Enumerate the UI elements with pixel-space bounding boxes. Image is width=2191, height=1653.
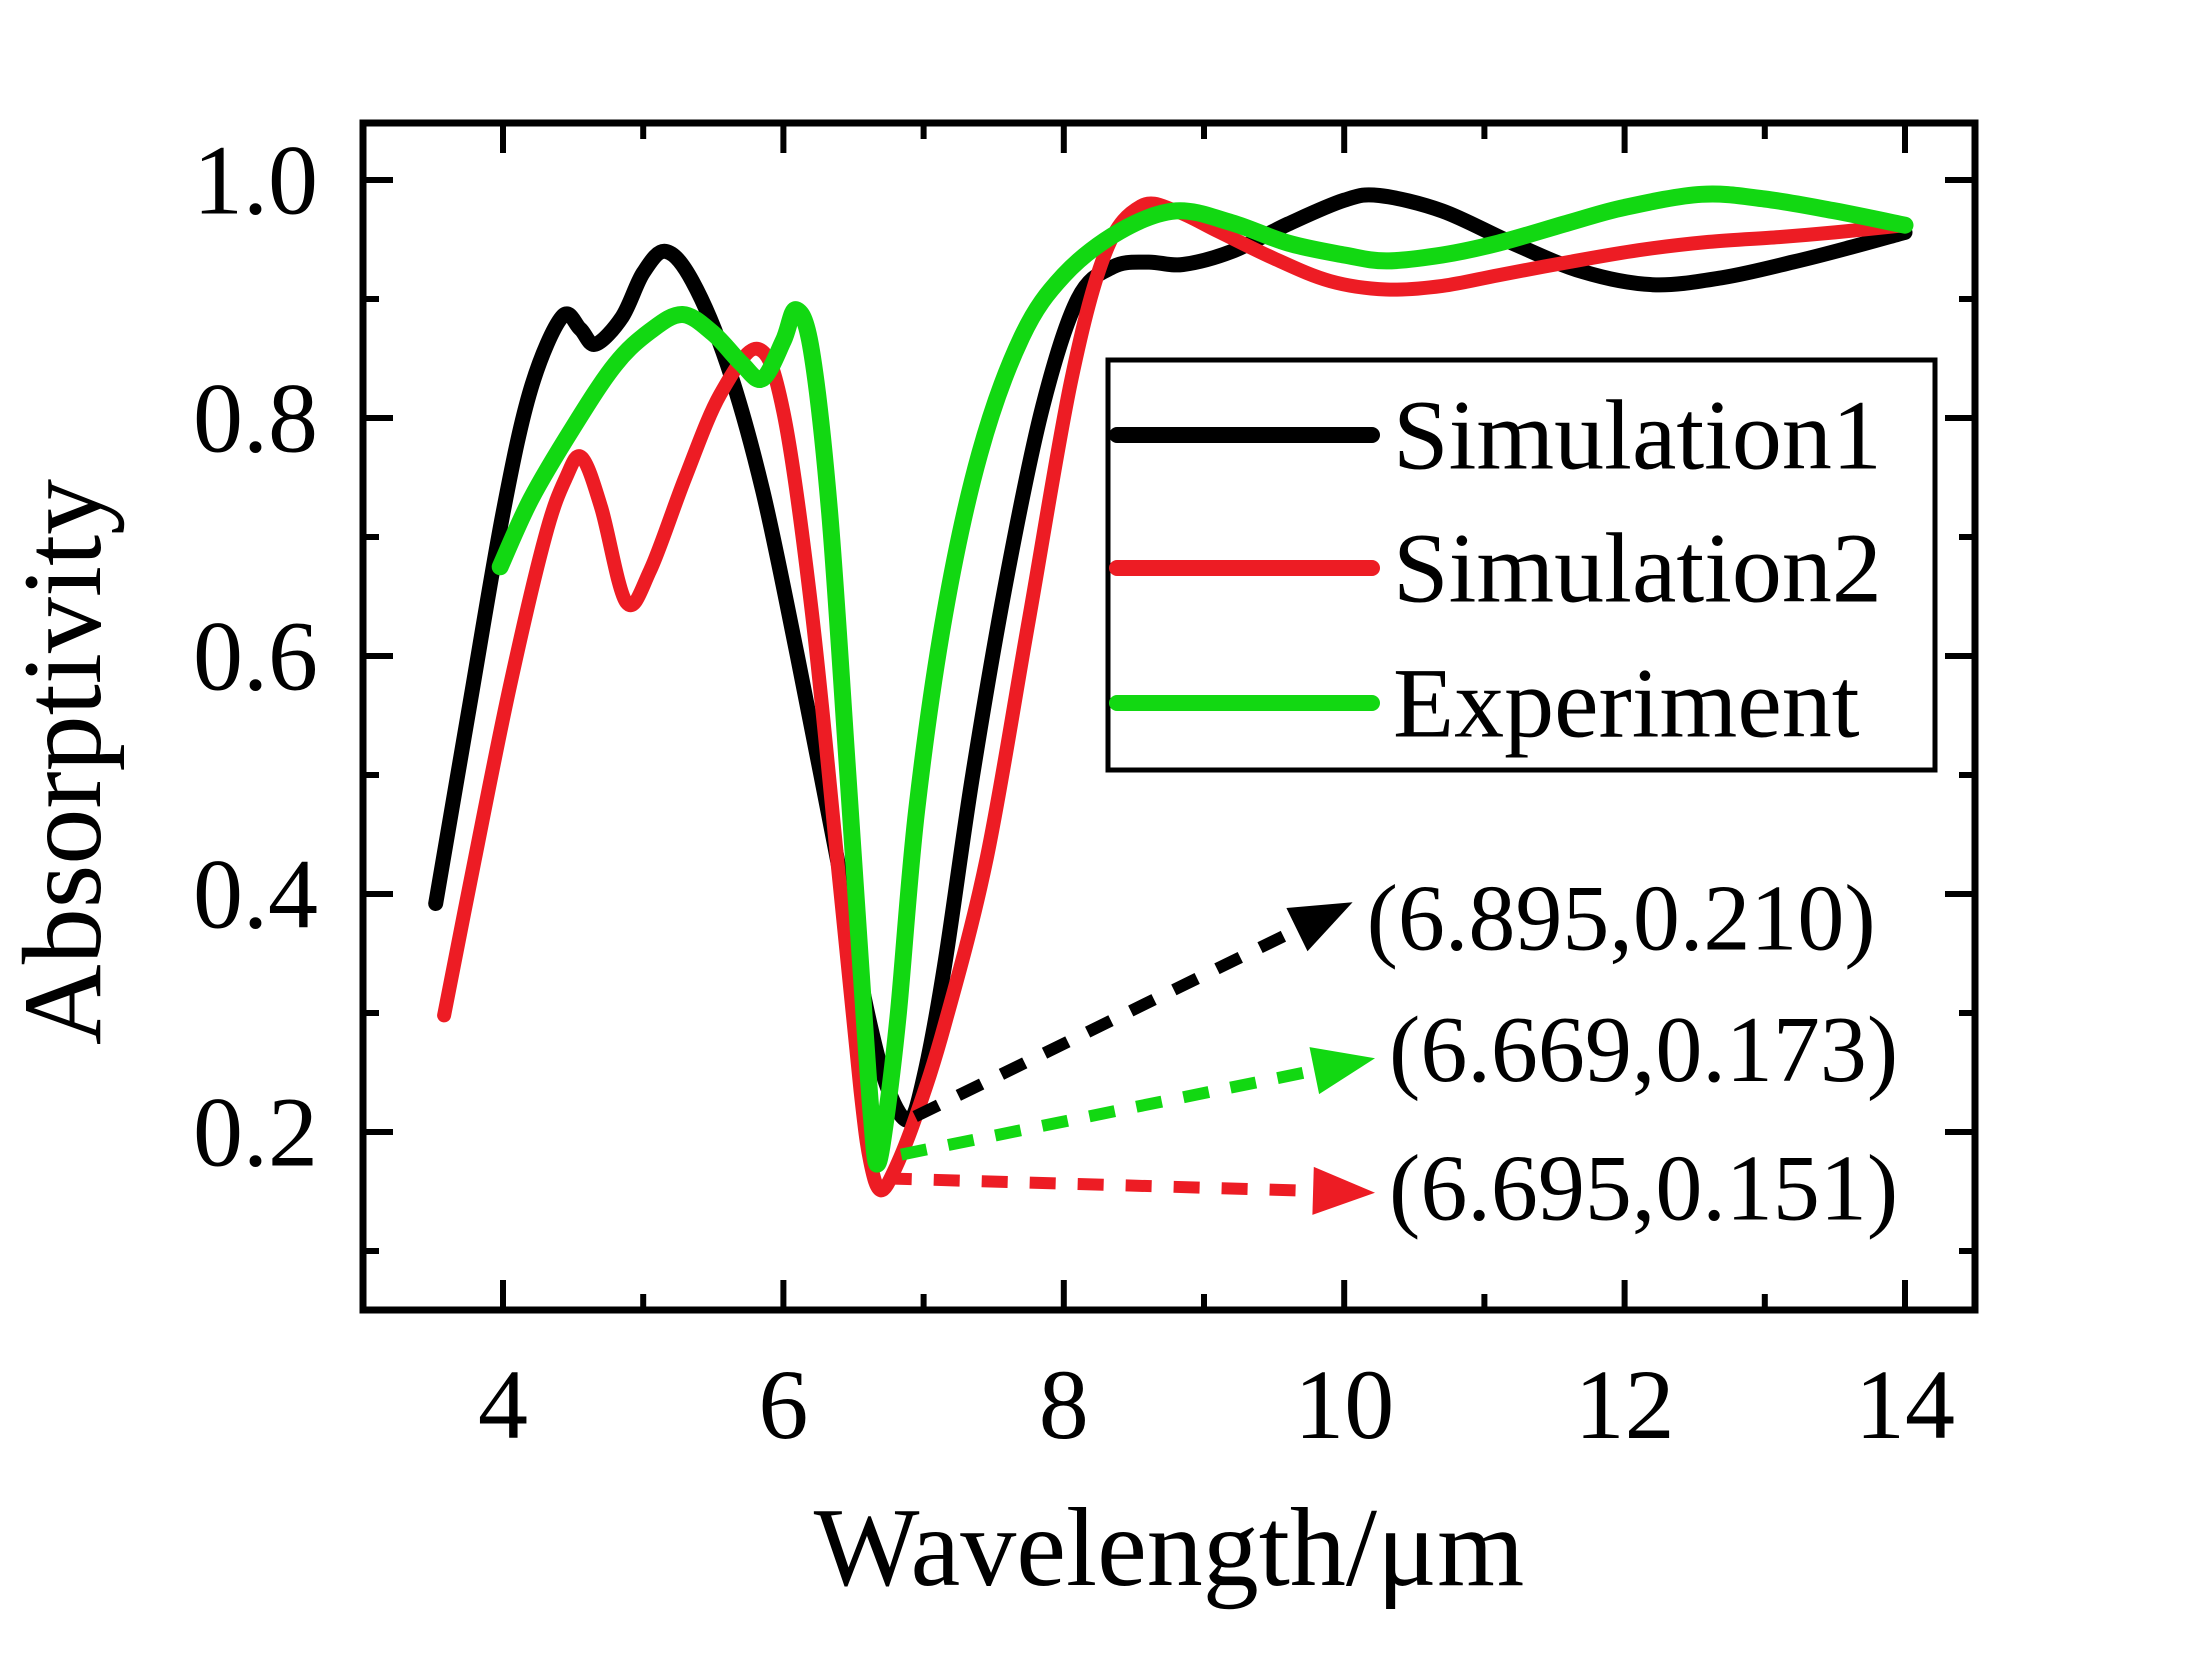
annotation-arrow-line: [912, 921, 1306, 1122]
legend: Simulation1 Simulation2 Experiment: [1105, 357, 1938, 773]
annotation-label: (6.669,0.173): [1389, 998, 1898, 1102]
annotation-arrow-line: [885, 1172, 1321, 1198]
x-tick-label: 6: [758, 1349, 808, 1460]
y-tick-label: 0.6: [193, 601, 318, 712]
legend-label: Experiment: [1393, 648, 1860, 759]
curve-simulation2: [437, 196, 1912, 1198]
y-tick-label: 0.4: [193, 839, 318, 950]
x-tick-label: 14: [1855, 1349, 1955, 1460]
y-tick-label: 0.8: [193, 363, 318, 474]
legend-label: Simulation2: [1393, 513, 1882, 624]
y-axis-title: Absorptivity: [1, 479, 125, 1045]
curve-experiment: [491, 185, 1914, 1173]
annotation-arrowhead: [1309, 1047, 1375, 1095]
x-tick-label: 8: [1039, 1349, 1089, 1460]
x-tick-label: 12: [1575, 1349, 1675, 1460]
x-tick-label: 10: [1294, 1349, 1394, 1460]
axis-ticks: [363, 123, 1975, 1310]
annotation-arrowhead: [1312, 1166, 1375, 1215]
annotation-arrowhead: [1286, 902, 1353, 952]
y-tick-labels: 0.2 0.4 0.6 0.8 1.0: [193, 125, 318, 1188]
y-tick-label: 0.2: [193, 1077, 318, 1188]
x-axis-title: Wavelength/μm: [814, 1486, 1524, 1610]
x-tick-label: 4: [478, 1349, 528, 1460]
annotation-label: (6.695,0.151): [1389, 1137, 1898, 1241]
data-curves: [428, 185, 1914, 1198]
annotations: (6.895,0.210) (6.669,0.173) (6.695,0.151): [885, 866, 1898, 1241]
annotation-label: (6.895,0.210): [1367, 866, 1876, 970]
legend-label: Simulation1: [1393, 380, 1882, 491]
y-tick-label: 1.0: [193, 125, 318, 236]
plot-frame: [359, 119, 1979, 1314]
annotation-arrow-line: [899, 1063, 1323, 1161]
x-tick-labels: 4 6 8 10 12 14: [478, 1349, 1955, 1460]
